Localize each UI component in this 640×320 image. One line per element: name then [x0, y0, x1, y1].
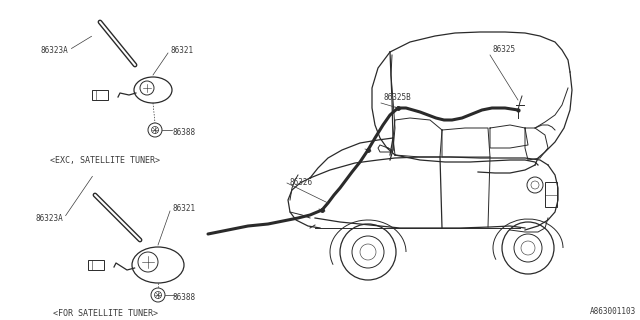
Text: <FOR SATELLITE TUNER>: <FOR SATELLITE TUNER>: [52, 309, 157, 318]
Text: 86323A: 86323A: [35, 213, 63, 222]
Bar: [92, 90, 108, 100]
Text: 86326: 86326: [289, 178, 312, 187]
Text: 86388: 86388: [172, 127, 195, 137]
Text: 86388: 86388: [172, 292, 195, 301]
Text: 86325B: 86325B: [383, 93, 411, 102]
Bar: [88, 260, 104, 270]
Text: A863001103: A863001103: [589, 307, 636, 316]
Text: 86325: 86325: [492, 45, 515, 54]
Text: 86321: 86321: [170, 45, 193, 54]
Text: <EXC, SATELLITE TUNER>: <EXC, SATELLITE TUNER>: [50, 156, 160, 164]
Bar: [545, 182, 557, 207]
Text: 86323A: 86323A: [40, 45, 68, 54]
Text: 86321: 86321: [172, 204, 195, 212]
